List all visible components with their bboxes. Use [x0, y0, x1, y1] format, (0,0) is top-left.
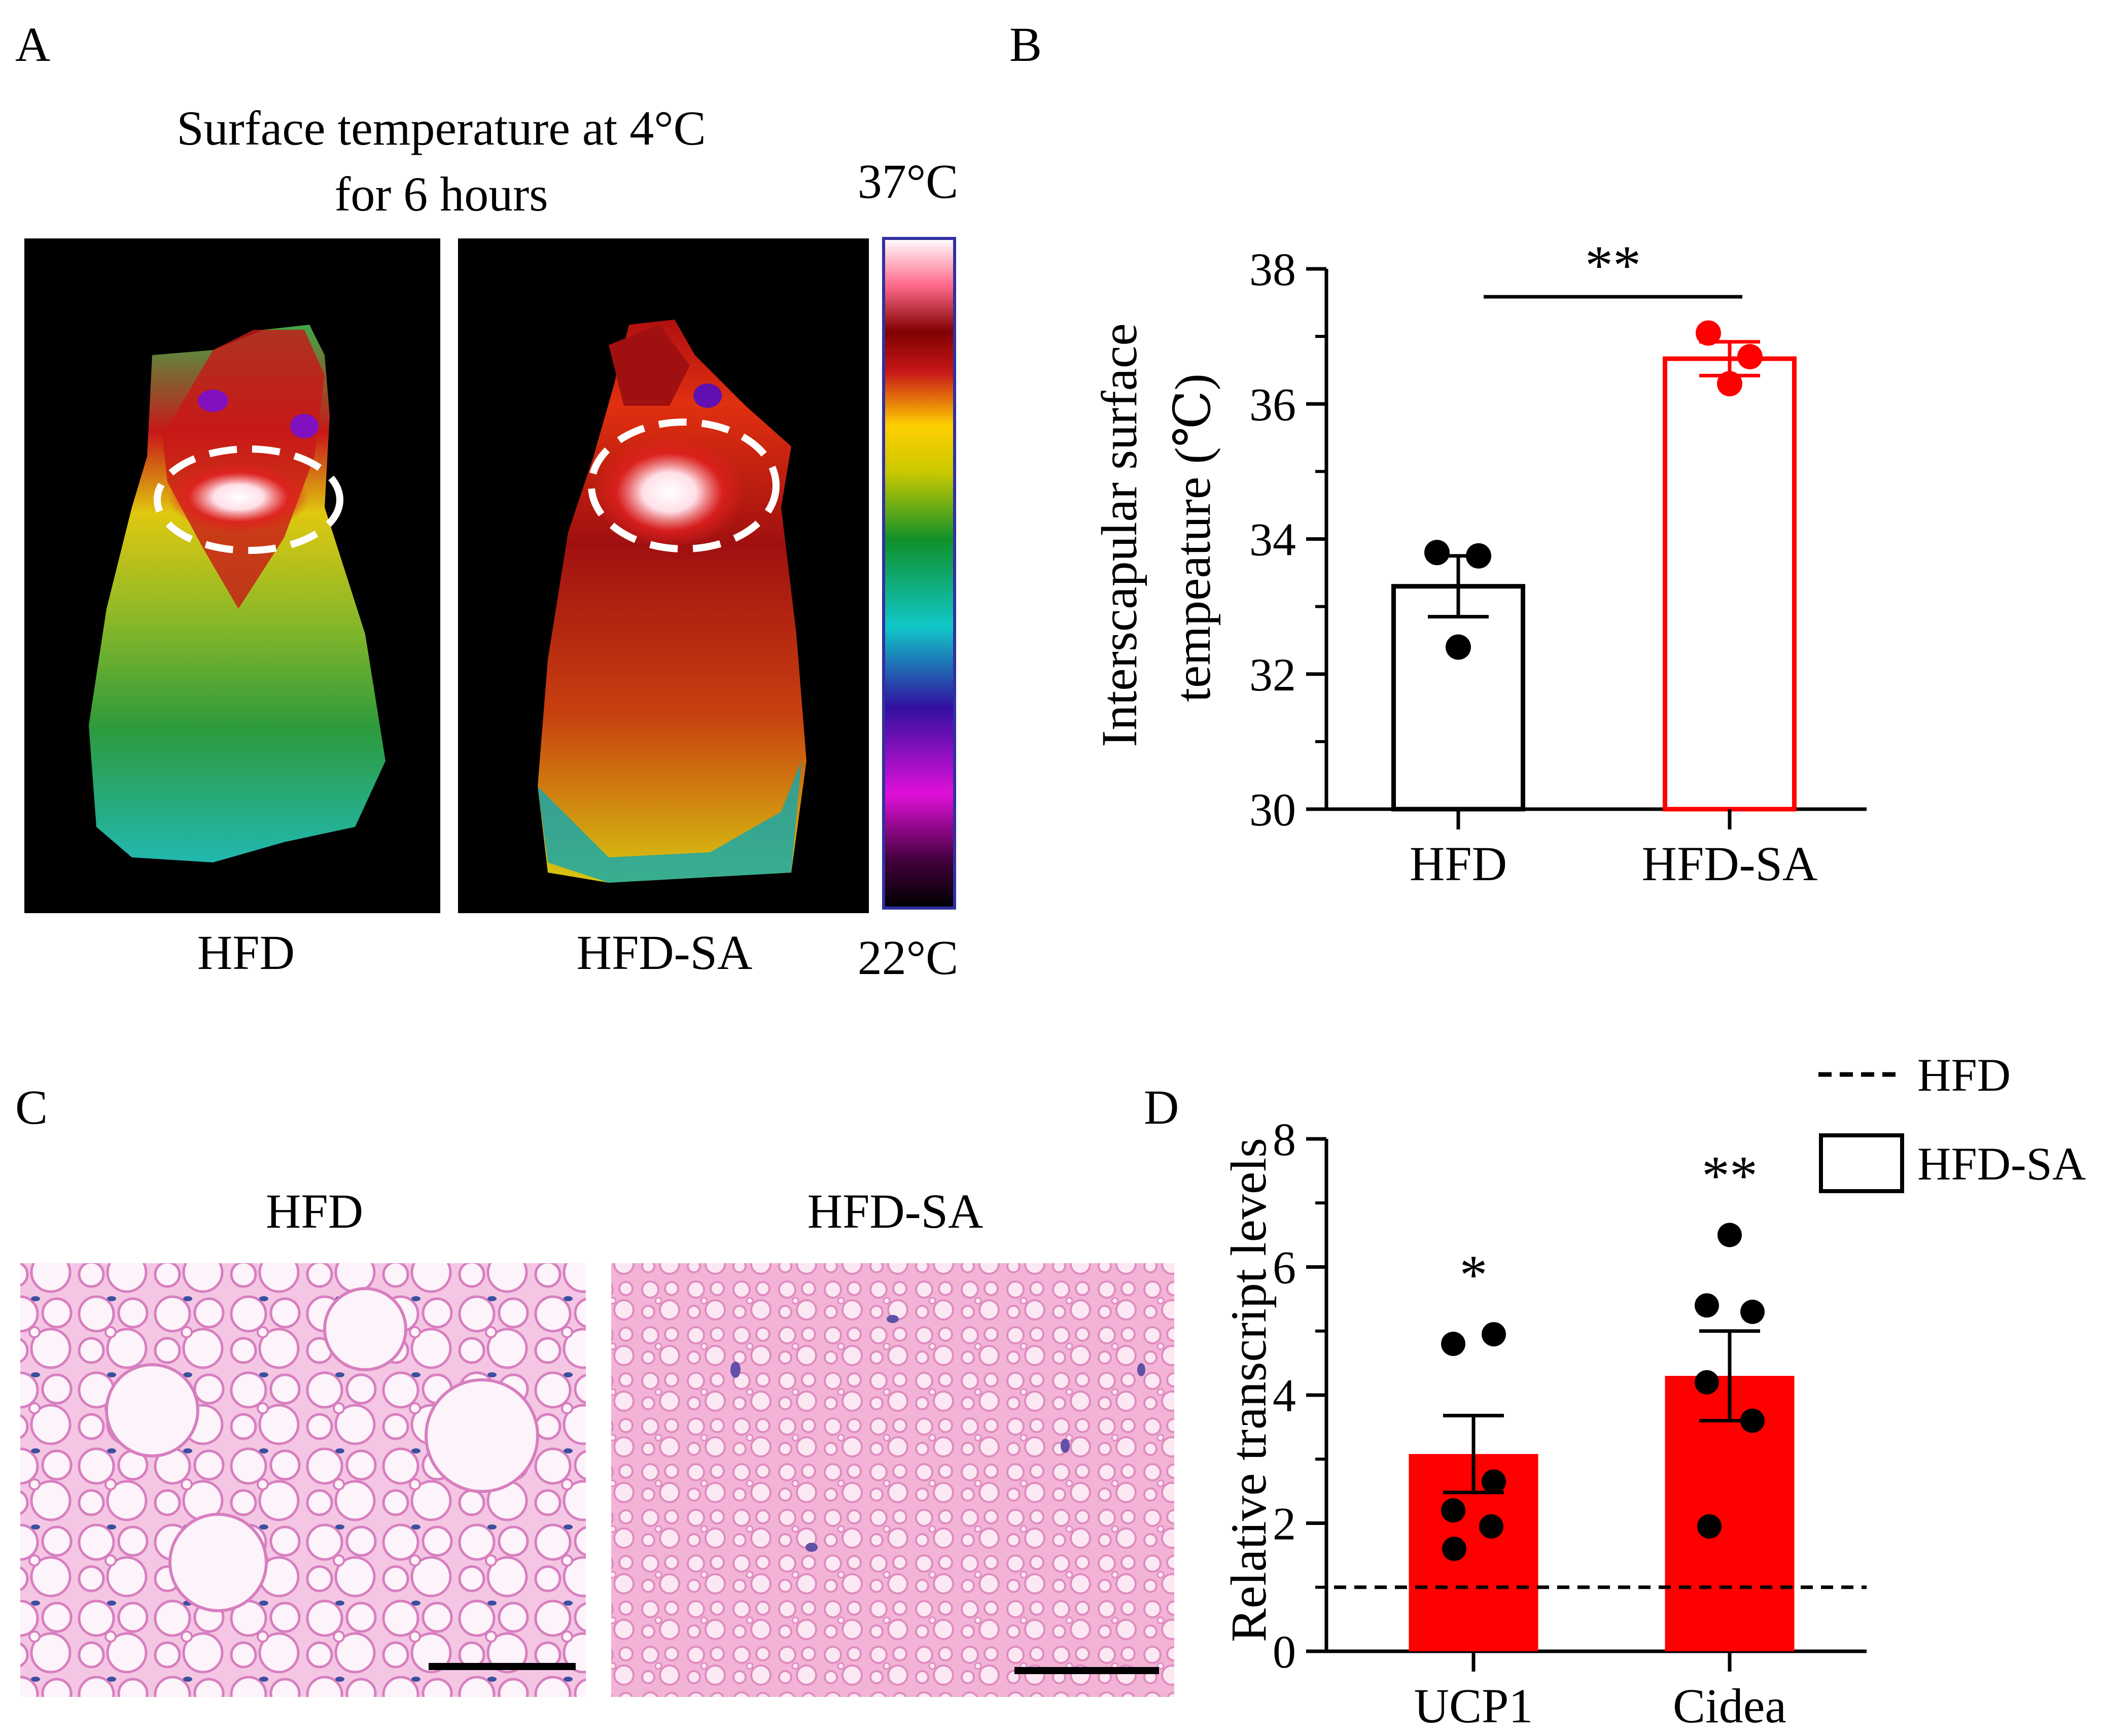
- y-tick-label-d: 6: [1273, 1242, 1296, 1294]
- x-tick-label-b: HFD-SA: [1642, 837, 1818, 891]
- legend-label-hfd-sa: HFD-SA: [1917, 1138, 2086, 1190]
- y-axis-label-b-line2: tempeature (℃): [1165, 373, 1221, 702]
- thermal-image-hfd-sa: [458, 238, 869, 913]
- data-point-d: [1717, 1223, 1742, 1247]
- y-tick-label-b: 38: [1249, 244, 1296, 295]
- histology-image-hfd-sa: [611, 1263, 1174, 1697]
- panel-a-letter: A: [15, 17, 50, 72]
- bar-b-hfd-sa: [1663, 356, 1797, 812]
- bar-b-hfd: [1391, 584, 1525, 812]
- thermal-label-hfd: HFD: [197, 925, 295, 980]
- data-point-d: [1441, 1498, 1465, 1523]
- thermal-color-scale: [882, 237, 956, 910]
- data-point-b: [1424, 540, 1450, 566]
- thermal-image-hfd: [24, 238, 440, 913]
- y-tick-label-d: 2: [1273, 1498, 1296, 1550]
- panel-d: D 0 2 4 6 8 UCP1 * Cidea ** Relative transcript l…: [1144, 1049, 2086, 1733]
- data-point-d: [1695, 1293, 1719, 1318]
- data-point-b: [1696, 320, 1721, 346]
- panel-a: A Surface temperature at 4°C for 6 hours…: [15, 17, 958, 985]
- data-point-d: [1697, 1514, 1722, 1539]
- x-tick-label-b: HFD: [1410, 837, 1507, 891]
- panel-b-letter: B: [1009, 17, 1042, 72]
- y-tick-label-b: 32: [1249, 649, 1296, 701]
- y-tick-label-b: 30: [1249, 784, 1296, 836]
- data-point-b: [1717, 371, 1742, 397]
- data-point-d: [1482, 1469, 1506, 1494]
- roi-ellipse-hfd-sa: [588, 419, 780, 552]
- data-point-d: [1482, 1322, 1506, 1347]
- legend-swatch-hfd-sa: [1819, 1133, 1904, 1193]
- y-tick-label-d: 4: [1273, 1370, 1296, 1421]
- y-tick-label-b: 36: [1249, 378, 1296, 430]
- scale-bar-hfd: [429, 1663, 576, 1670]
- chart-b: 30 32 34 36 38 HFD HFD-SA ** Interscapular surfa…: [1091, 234, 1867, 891]
- thermal-title-line2: for 6 hours: [334, 167, 548, 221]
- data-point-d: [1695, 1370, 1719, 1395]
- legend-label-hfd: HFD: [1917, 1049, 2011, 1101]
- data-point-d: [1740, 1299, 1765, 1324]
- data-point-d: [1740, 1408, 1765, 1433]
- thermal-label-hfd-sa: HFD-SA: [577, 925, 753, 980]
- y-axis-label-d: Relative transcript levels: [1220, 1138, 1277, 1642]
- y-tick-label-b: 34: [1249, 514, 1296, 566]
- data-point-b: [1466, 543, 1491, 569]
- data-point-b: [1737, 344, 1763, 370]
- x-tick-label-d: Cidea: [1673, 1679, 1786, 1733]
- y-axis-label-b-line1: Interscapular surface: [1091, 323, 1147, 747]
- chart-d: 0 2 4 6 8 UCP1 * Cidea ** Relative transcript lev…: [1220, 1049, 2086, 1733]
- roi-ellipse-hfd: [154, 445, 343, 554]
- scale-min-label: 22°C: [858, 930, 958, 985]
- data-point-d: [1441, 1332, 1465, 1356]
- panel-b: B 30 32 34 36 38 HFD HFD-SA ** Interscapular sur…: [1009, 17, 1867, 891]
- panel-c-letter: C: [15, 1080, 48, 1134]
- scale-max-label: 37°C: [858, 154, 958, 209]
- significance-label-d: *: [1460, 1244, 1488, 1306]
- significance-label-b: **: [1585, 234, 1641, 296]
- data-point-d: [1442, 1537, 1466, 1561]
- scale-bar-hfd-sa: [1014, 1667, 1159, 1674]
- histology-label-hfd: HFD: [266, 1184, 363, 1238]
- data-point-d: [1479, 1514, 1503, 1539]
- thermal-title-line1: Surface temperature at 4°C: [177, 101, 706, 155]
- data-point-b: [1446, 634, 1471, 660]
- x-tick-label-d: UCP1: [1414, 1679, 1533, 1733]
- significance-label-d: **: [1702, 1144, 1758, 1206]
- histology-image-hfd: [20, 1263, 586, 1697]
- panel-d-letter: D: [1144, 1080, 1179, 1134]
- legend-d: HFD HFD-SA: [1818, 1049, 2086, 1193]
- y-tick-label-d: 0: [1273, 1626, 1296, 1678]
- histology-label-hfd-sa: HFD-SA: [808, 1184, 984, 1238]
- panel-c: C HFD HFD-SA: [15, 1080, 1174, 1697]
- y-tick-label-d: 8: [1273, 1114, 1296, 1165]
